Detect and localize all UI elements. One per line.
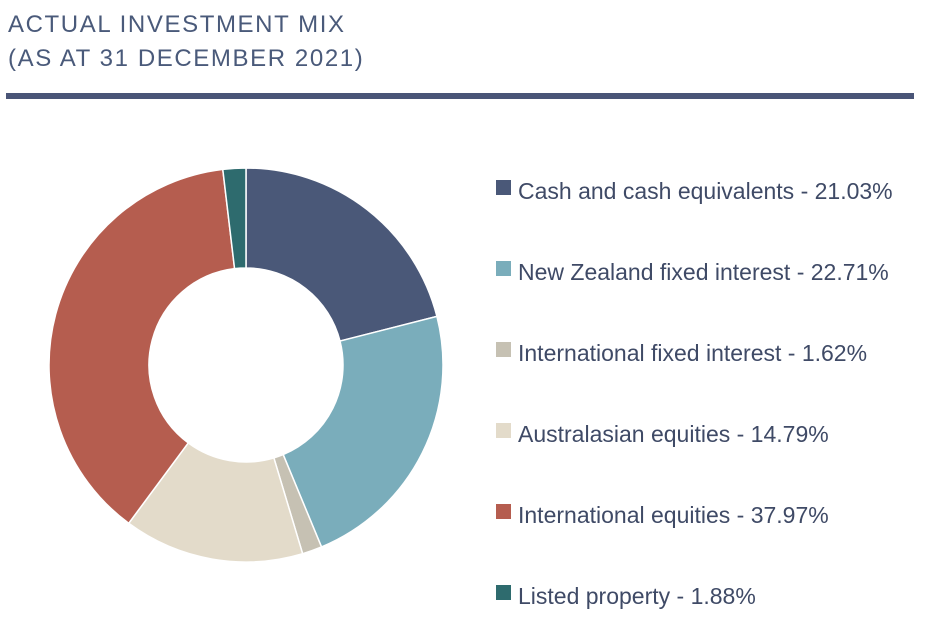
legend-label: International equities - 37.97% bbox=[518, 502, 829, 528]
donut-slice-new-zealand-fixed-interest bbox=[282, 315, 444, 548]
chart-title-line-2: (AS AT 31 DECEMBER 2021) bbox=[8, 45, 365, 72]
legend-item: Listed property - 1.88% bbox=[496, 580, 898, 612]
legend-swatch bbox=[496, 423, 511, 438]
chart-title: ACTUAL INVESTMENT MIX (AS AT 31 DECEMBER… bbox=[8, 8, 364, 76]
donut-slice-listed-property bbox=[221, 167, 247, 270]
legend-swatch bbox=[496, 261, 511, 276]
donut-slice-international-equities bbox=[48, 168, 236, 525]
legend-item: International equities - 37.97% bbox=[496, 499, 898, 531]
legend-label: Cash and cash equivalents - 21.03% bbox=[518, 178, 893, 204]
legend-swatch bbox=[496, 504, 511, 519]
legend-swatch bbox=[496, 180, 511, 195]
chart-title-line-1: ACTUAL INVESTMENT MIX bbox=[8, 11, 346, 38]
legend-swatch bbox=[496, 585, 511, 600]
legend-item: Cash and cash equivalents - 21.03% bbox=[496, 175, 898, 207]
legend-label: International fixed interest - 1.62% bbox=[518, 340, 868, 366]
title-divider bbox=[6, 93, 914, 99]
legend-item: International fixed interest - 1.62% bbox=[496, 337, 898, 369]
legend-item: Australasian equities - 14.79% bbox=[496, 418, 898, 450]
legend-label: Listed property - 1.88% bbox=[518, 583, 756, 609]
donut-slice-australasian-equities bbox=[127, 441, 304, 563]
legend-swatch bbox=[496, 342, 511, 357]
legend-item: New Zealand fixed interest - 22.71% bbox=[496, 256, 898, 288]
donut-slice-cash-and-cash-equivalents bbox=[245, 167, 438, 342]
legend-label: New Zealand fixed interest - 22.71% bbox=[518, 259, 889, 285]
legend-label: Australasian equities - 14.79% bbox=[518, 421, 829, 447]
